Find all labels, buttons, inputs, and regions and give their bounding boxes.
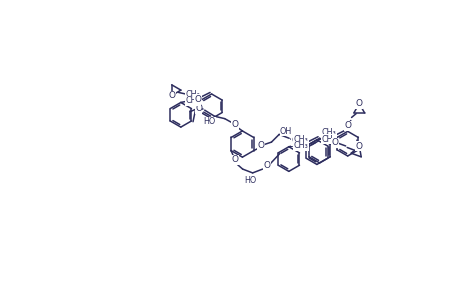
Text: O: O: [356, 142, 363, 151]
Text: O: O: [231, 120, 238, 129]
Text: CH₃: CH₃: [186, 90, 201, 99]
Text: O: O: [231, 155, 238, 164]
Text: O: O: [331, 138, 338, 147]
Text: CH₃: CH₃: [186, 96, 201, 105]
Text: O: O: [264, 161, 271, 170]
Text: HO: HO: [203, 117, 215, 126]
Text: CH₃: CH₃: [322, 134, 337, 143]
Text: CH₃: CH₃: [294, 134, 308, 143]
Text: O: O: [356, 99, 363, 108]
Text: CH₃: CH₃: [322, 128, 337, 137]
Text: O: O: [195, 104, 202, 113]
Text: OH: OH: [280, 127, 292, 136]
Text: CH₃: CH₃: [294, 141, 308, 150]
Text: O: O: [292, 136, 299, 145]
Text: O: O: [344, 121, 351, 130]
Text: HO: HO: [244, 176, 257, 185]
Text: O: O: [195, 95, 201, 104]
Text: O: O: [258, 141, 265, 150]
Text: O: O: [168, 91, 175, 100]
